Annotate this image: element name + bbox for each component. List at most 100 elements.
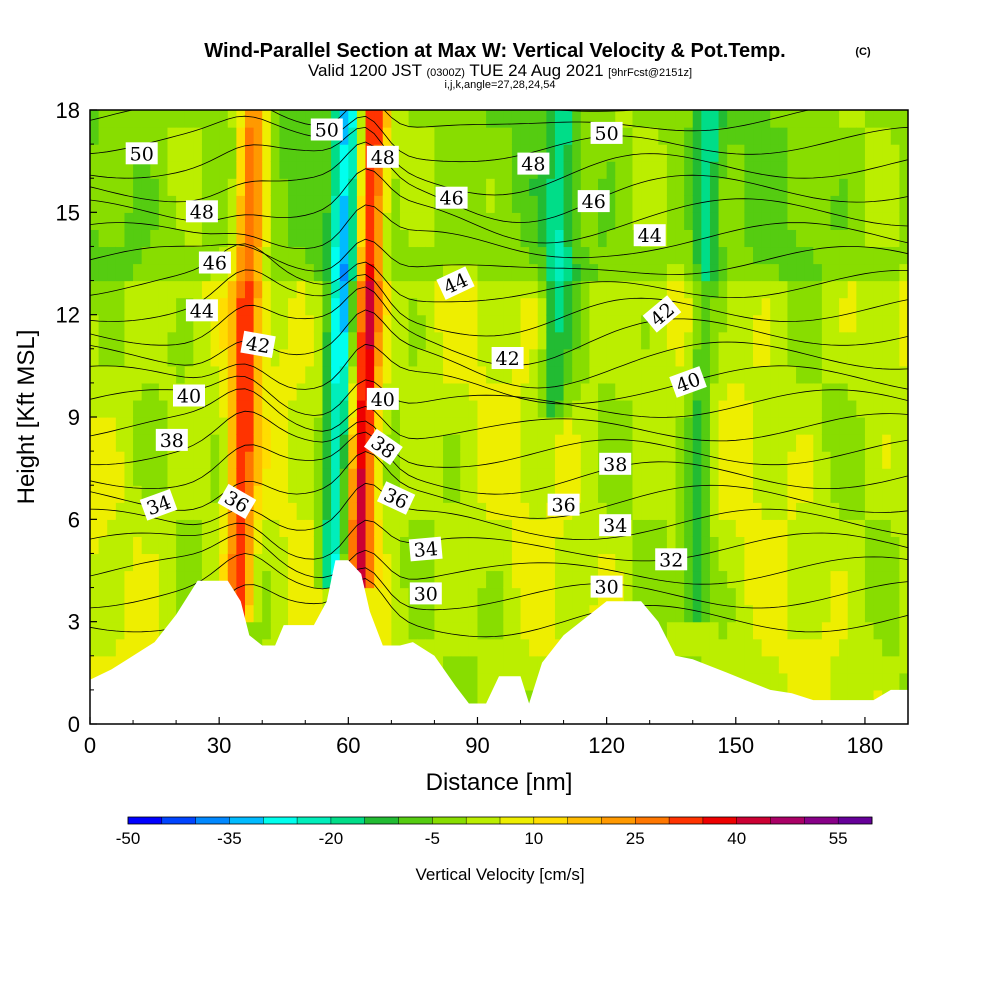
heatmap-cell xyxy=(787,451,797,469)
contour-label-box xyxy=(655,548,688,571)
heatmap-cell xyxy=(692,587,702,606)
heatmap-cell xyxy=(399,297,410,316)
heatmap-cell xyxy=(477,382,487,401)
heatmap-cell xyxy=(270,280,281,299)
heatmap-cell xyxy=(813,161,823,179)
heatmap-cell xyxy=(864,604,875,623)
heatmap-cell xyxy=(761,672,771,691)
heatmap-cell xyxy=(399,263,410,282)
heatmap-cell xyxy=(477,672,487,691)
heatmap-cell xyxy=(727,144,737,162)
heatmap-cell xyxy=(313,399,324,418)
heatmap-cell xyxy=(692,485,702,503)
heatmap-cell xyxy=(270,348,281,367)
heatmap-cell xyxy=(839,502,849,520)
heatmap-cell xyxy=(864,195,875,213)
heatmap-cell xyxy=(847,229,857,248)
heatmap-cell xyxy=(899,417,908,435)
contour-label-value: 42 xyxy=(496,348,520,370)
contour-label: 48 xyxy=(366,145,399,169)
heatmap-cell xyxy=(227,314,237,333)
heatmap-cell xyxy=(709,212,720,230)
heatmap-cell xyxy=(847,399,857,418)
heatmap-cell xyxy=(761,348,771,367)
heatmap-cell xyxy=(735,280,745,299)
heatmap-cell xyxy=(98,604,108,623)
heatmap-cell xyxy=(227,519,237,537)
heatmap-cell xyxy=(98,178,108,196)
heatmap-cell xyxy=(658,246,668,265)
heatmap-cell xyxy=(529,485,539,503)
heatmap-cell xyxy=(98,536,108,555)
heatmap-cell xyxy=(580,502,591,520)
heatmap-cell xyxy=(787,382,797,401)
heatmap-cell xyxy=(486,587,496,606)
heatmap-cell xyxy=(399,280,410,299)
heatmap-cell xyxy=(606,348,616,367)
heatmap-cell xyxy=(813,502,823,520)
heatmap-cell xyxy=(382,604,392,623)
heatmap-cell xyxy=(201,570,212,589)
heatmap-cell xyxy=(598,144,608,162)
heatmap-cell xyxy=(684,468,694,486)
heatmap-cell xyxy=(253,570,263,589)
heatmap-cell xyxy=(701,110,711,128)
heatmap-cell xyxy=(804,246,814,265)
heatmap-cell xyxy=(787,468,797,486)
heatmap-cell xyxy=(847,110,857,128)
heatmap-cell xyxy=(322,297,332,316)
heatmap-cell xyxy=(468,536,479,555)
heatmap-cell xyxy=(658,195,668,213)
heatmap-cell xyxy=(468,587,479,606)
heatmap-cell xyxy=(468,331,479,350)
heatmap-cell xyxy=(882,655,892,674)
contour-label: 48 xyxy=(185,200,218,223)
heatmap-cell xyxy=(305,348,315,367)
heatmap-cell xyxy=(90,161,100,179)
heatmap-cell xyxy=(391,604,401,623)
heatmap-cell xyxy=(718,280,728,299)
colorbar-title: Vertical Velocity [cm/s] xyxy=(415,865,584,884)
heatmap-cell xyxy=(753,348,763,367)
heatmap-cell xyxy=(244,587,255,606)
heatmap-cell xyxy=(615,195,625,213)
heatmap-cell xyxy=(864,297,875,316)
heatmap-cell xyxy=(692,417,702,435)
heatmap-cell xyxy=(124,297,134,316)
heatmap-cell xyxy=(460,144,470,162)
heatmap-cell xyxy=(701,212,711,230)
heatmap-cell xyxy=(374,519,384,537)
heatmap-cell xyxy=(778,178,789,196)
heatmap-cell xyxy=(778,229,789,248)
heatmap-cell xyxy=(460,638,470,657)
heatmap-cell xyxy=(529,314,539,333)
heatmap-cell xyxy=(210,536,220,555)
heatmap-cell xyxy=(270,417,281,435)
heatmap-cell xyxy=(98,263,108,282)
heatmap-cell xyxy=(158,468,169,486)
heatmap-cell xyxy=(830,314,840,333)
heatmap-cell xyxy=(305,263,315,282)
heatmap-cell xyxy=(675,570,685,589)
heatmap-cell xyxy=(744,212,754,230)
heatmap-cell xyxy=(546,161,556,179)
heatmap-cell xyxy=(468,382,479,401)
heatmap-cell xyxy=(890,229,900,248)
contour-label: 32 xyxy=(655,548,688,571)
heatmap-cell xyxy=(744,195,754,213)
heatmap-cell xyxy=(391,468,401,486)
heatmap-cell xyxy=(176,127,186,145)
heatmap-cell xyxy=(408,229,418,248)
colorbar-tick-label: 55 xyxy=(829,829,848,848)
heatmap-cell xyxy=(675,417,685,435)
heatmap-cell xyxy=(107,331,117,350)
heatmap-cell xyxy=(701,280,711,299)
heatmap-cell xyxy=(856,297,866,316)
heatmap-cell xyxy=(632,263,642,282)
heatmap-cell xyxy=(770,331,780,350)
heatmap-cell xyxy=(417,434,427,452)
heatmap-cell xyxy=(684,314,694,333)
heatmap-cell xyxy=(727,195,737,213)
heatmap-cell xyxy=(701,417,711,435)
heatmap-cell xyxy=(692,502,702,520)
